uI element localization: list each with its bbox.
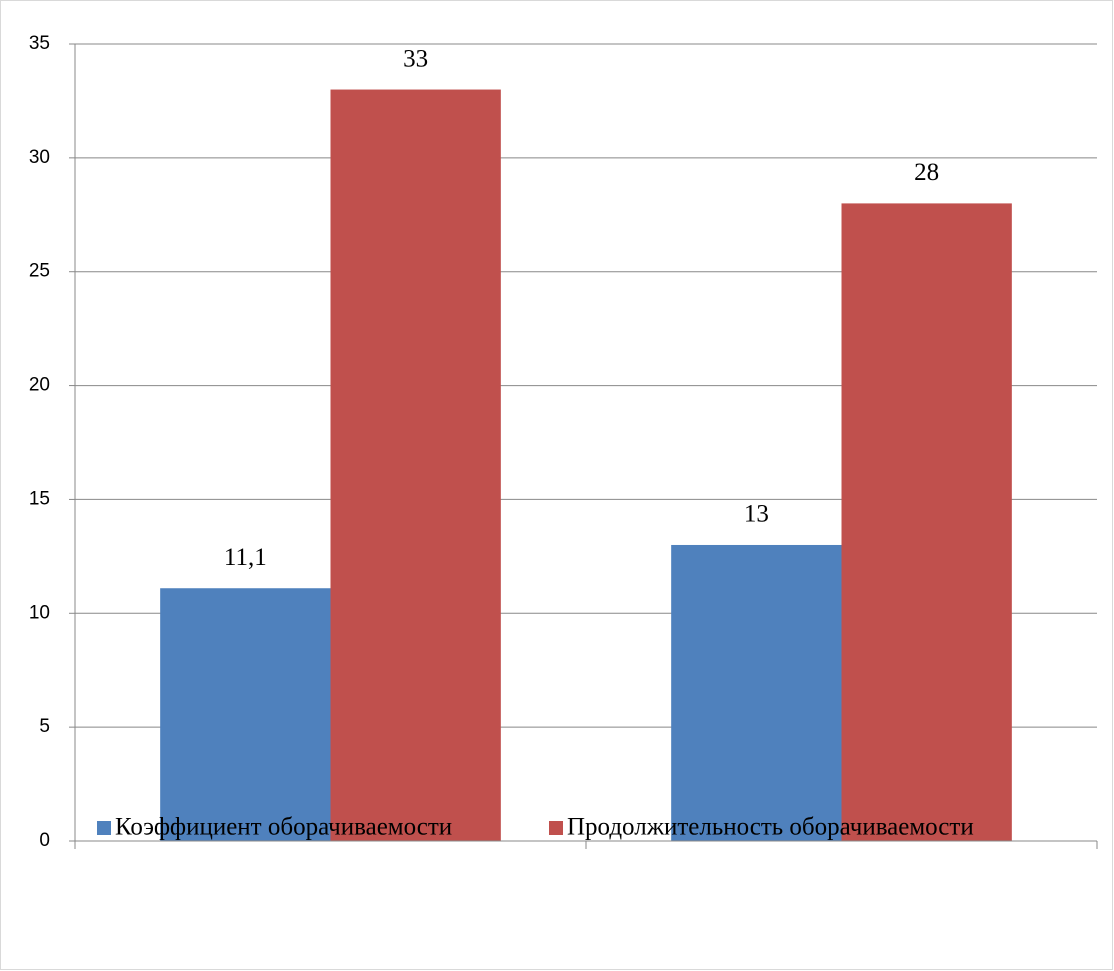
y-tick-label: 35 [29, 33, 50, 54]
y-tick-label: 15 [29, 488, 50, 509]
data-label: 33 [403, 45, 428, 72]
y-tick-label: 10 [29, 602, 50, 623]
y-tick-label: 20 [29, 375, 50, 396]
data-label: 13 [744, 501, 769, 528]
legend-swatch [549, 821, 563, 835]
y-tick-label: 30 [29, 147, 50, 168]
bar [841, 203, 1012, 841]
y-tick-label: 25 [29, 261, 50, 282]
data-label: 28 [914, 159, 939, 186]
legend-label: Продолжительность оборачиваемости [567, 814, 974, 841]
bar [671, 544, 842, 841]
legend-label: Коэффициент оборачиваемости [115, 814, 452, 841]
y-tick-label: 5 [39, 716, 50, 737]
data-label: 11,1 [224, 544, 267, 571]
y-tick-label: 0 [39, 830, 50, 851]
legend-swatch [97, 821, 111, 835]
bar [160, 588, 331, 841]
bar [330, 89, 501, 842]
